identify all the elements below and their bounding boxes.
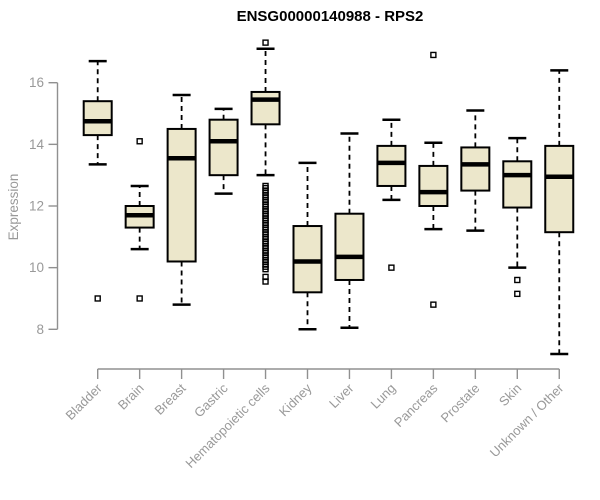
y-tick-label-8: 8 [36,322,44,337]
boxplot-brain [124,138,155,302]
iqr-box [502,160,533,209]
iqr-box [250,90,281,126]
iqr-box [544,144,575,234]
iqr-box [166,127,197,263]
x-tick-label-pancreas: Pancreas [391,380,441,430]
outlier-point [430,51,437,59]
boxplot-liver [334,132,365,330]
outlier-point [94,295,101,302]
chart-title: ENSG00000140988 - RPS2 [237,8,424,25]
x-tick-label-liver: Liver [326,380,357,411]
outlier-point [430,301,437,308]
boxplot-gastric [208,107,239,195]
iqr-box [208,118,239,177]
boxplot-bladder [82,59,113,302]
outlier-point [262,265,269,273]
outlier-point [388,264,395,271]
outlier-point [262,39,269,46]
plot-area [82,39,575,356]
x-tick-label-brain: Brain [115,381,147,413]
x-tick-label-gastric: Gastric [191,380,231,420]
x-tick-label-bladder: Bladder [63,380,106,423]
y-axis: 8 10 12 14 16 [29,75,59,337]
iqr-box [418,164,449,208]
x-tick-label-breast: Breast [152,380,189,417]
iqr-box [376,144,407,187]
outlier-point [136,138,143,145]
boxplot-unknown-other [544,69,575,356]
boxplot-prostate [460,109,491,232]
x-tick-label-unknown-other: Unknown / Other [487,380,567,460]
y-axis-label: Expression [6,174,21,241]
outlier-point [514,276,521,284]
y-tick-label-10: 10 [29,260,44,275]
outlier-point [136,295,143,302]
boxplot-pancreas [418,51,449,308]
x-tick-label-kidney: Kidney [276,380,315,419]
iqr-box [334,212,365,281]
y-tick-label-14: 14 [29,137,45,152]
outlier-point [262,278,269,285]
boxplot-hematopoietic-cells [250,39,281,285]
outlier-point [514,290,521,298]
y-tick-label-16: 16 [29,75,44,90]
iqr-box [460,146,491,192]
y-tick-label-12: 12 [29,199,44,214]
iqr-box [82,100,113,137]
x-tick-label-lung: Lung [367,381,398,412]
iqr-box [292,225,323,294]
x-tick-label-skin: Skin [496,381,524,409]
x-tick-label-prostate: Prostate [438,381,483,426]
boxplot-kidney [292,161,323,331]
boxplot-lung [376,118,407,271]
boxplot-skin [502,136,533,298]
boxplot-breast [166,93,197,306]
